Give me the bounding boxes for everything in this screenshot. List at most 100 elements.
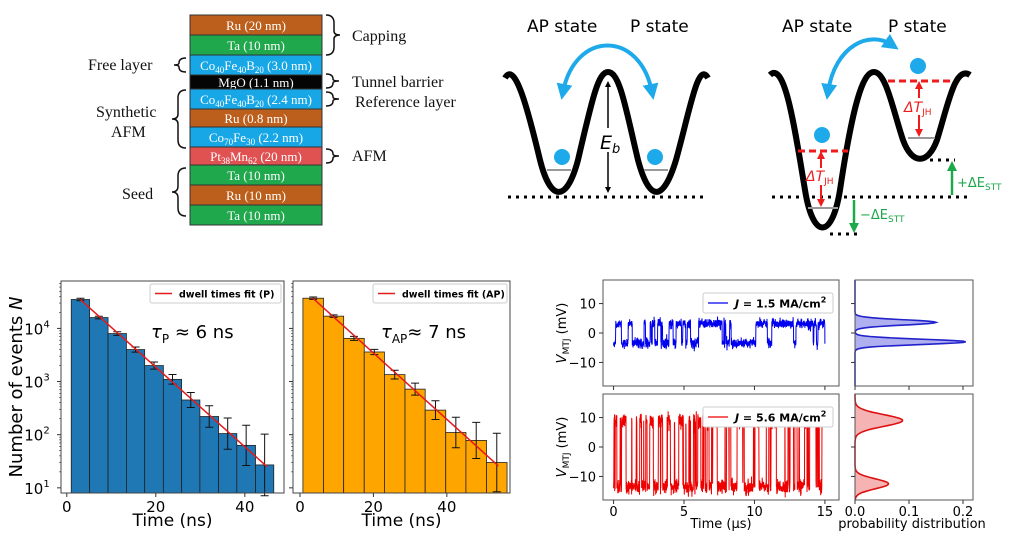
- x-tick-label: 40: [437, 498, 456, 516]
- bar: [199, 416, 219, 494]
- tau-sub: AP: [392, 332, 407, 346]
- layer-text: Fe: [224, 58, 237, 73]
- fit-line: [312, 297, 499, 467]
- tau-value: ≈ 6 ns: [169, 322, 234, 343]
- right-p-state-label: P state: [888, 17, 947, 37]
- y-tick-label: 0: [588, 327, 596, 342]
- axes-frame: [854, 279, 974, 387]
- bar: [70, 299, 91, 494]
- layer-stack-diagram: Ru (20 nm)Ta (10 nm)Co40Fe40B20 (3.0 nm)…: [189, 14, 323, 226]
- right-ball-ap: [814, 127, 830, 143]
- tick-exp: 2: [43, 426, 49, 437]
- x-tick-label: 10: [746, 505, 763, 520]
- braces: [171, 14, 341, 217]
- layer-label: Ru (0.8 nm): [224, 111, 287, 126]
- layer-text: (3.0 nm): [264, 58, 312, 73]
- x-tick-label: 20: [146, 498, 165, 516]
- layer-label: Pt38Mn62 (20 nm): [210, 149, 302, 166]
- tick-exp: 4: [43, 319, 49, 330]
- y-axis-label: Number of events N: [6, 297, 27, 478]
- x-tick-label: 0: [295, 498, 305, 516]
- layer-label: Co40Fe40B20 (2.4 nm): [200, 92, 312, 109]
- subscript: 30: [246, 137, 256, 147]
- density-fill: [855, 280, 966, 386]
- left-energy-curve: [502, 68, 711, 195]
- brace-reference: [325, 91, 340, 107]
- voltage-trace: [613, 316, 826, 352]
- right-switch-arrow: [821, 33, 899, 100]
- tau-symbol: τ: [151, 322, 162, 343]
- bar: [363, 351, 385, 494]
- tick-base: 10: [24, 320, 43, 338]
- estt-sub: STT: [985, 183, 1002, 193]
- ylabel-sub: MTJ: [562, 453, 572, 469]
- layer-text: Fe: [224, 92, 237, 107]
- bar: [384, 374, 406, 494]
- fit-line: [79, 298, 268, 468]
- layer-text: Co: [209, 130, 224, 145]
- error-bar: [451, 416, 460, 449]
- legend-text: dwell times fit (P): [179, 290, 274, 301]
- ylabel-unit: (mV): [555, 303, 570, 339]
- x-tick-label: 5: [680, 505, 688, 520]
- x-tick-label: 0.1: [899, 505, 920, 520]
- layer-label: Ru (10 nm): [226, 188, 286, 203]
- bar: [323, 315, 345, 494]
- error-bar: [472, 421, 481, 460]
- x-axis-label: Time (ns): [132, 511, 213, 531]
- left-p-state-label: P state: [630, 17, 689, 37]
- legend-text: dwell times fit (AP): [402, 290, 505, 301]
- y-axis-label: VMTJ (mV): [555, 303, 572, 364]
- x-axis-label: probability distribution: [838, 517, 986, 532]
- y-tick-label: 104: [24, 319, 49, 338]
- legend-box: [372, 283, 508, 304]
- bar: [107, 333, 127, 494]
- eb-sub: b: [612, 142, 620, 157]
- label-reference-layer: Reference layer: [355, 94, 456, 111]
- layer-text: Ru (20 nm): [226, 18, 286, 33]
- x-tick-label: 20: [364, 498, 383, 516]
- ylabel-main: Number of events: [6, 310, 27, 477]
- bar: [302, 297, 324, 494]
- y-tick-label: 10: [579, 412, 596, 427]
- ylabel-v: V: [555, 467, 570, 477]
- djh-main: ΔT: [805, 169, 826, 185]
- djh-sub: JH: [921, 108, 931, 118]
- layer-stack-annotations: Capping Free layer Tunnel barrier Refere…: [88, 14, 456, 217]
- subscript: 40: [237, 65, 247, 75]
- subscript: 40: [215, 99, 225, 109]
- subscript: 62: [248, 156, 257, 166]
- layer-text: (20 nm): [257, 149, 302, 164]
- bar: [89, 317, 109, 494]
- ylabel-sub: MTJ: [562, 339, 572, 355]
- y-tick-label: 10: [579, 298, 596, 313]
- brace-seed: [171, 167, 187, 217]
- subscript: 70: [224, 137, 234, 147]
- legend-j: J: [733, 298, 739, 311]
- legend-box: [149, 283, 282, 304]
- djh-main: ΔT: [903, 100, 924, 116]
- subscript: 40: [237, 99, 247, 109]
- brace-free-layer: [173, 57, 187, 73]
- x-axis-label: Time (µs): [689, 517, 751, 532]
- label-synthetic-afm-2: AFM: [111, 124, 146, 141]
- trace-trace-high: 10 0 −10 0 5 10 15 Time (µs) VMTJ (mV) J = 5.6 MA…: [555, 393, 840, 532]
- legend-value: = 5.6 MA/cm: [739, 412, 821, 425]
- layer-text: Ta (10 nm): [227, 168, 285, 183]
- error-bar: [242, 424, 251, 467]
- ylabel-italic: N: [6, 297, 27, 310]
- tau-annotation: τP ≈ 6 ns: [151, 322, 234, 346]
- y-tick-label: 102: [24, 426, 49, 445]
- left-switch-arrow: [556, 43, 659, 100]
- y-tick-label: 101: [24, 479, 49, 498]
- bar: [144, 365, 164, 494]
- error-bar: [205, 405, 214, 428]
- density-fill: [855, 394, 903, 500]
- estt-main: +ΔE: [957, 176, 985, 191]
- layer-text: Pt: [210, 149, 221, 164]
- eb-main: E: [600, 132, 612, 154]
- legend-text: J = 1.5 MA/cm2: [733, 296, 826, 311]
- ylabel-unit: (mV): [555, 417, 570, 453]
- plus-estt-label: +ΔESTT: [957, 176, 1002, 193]
